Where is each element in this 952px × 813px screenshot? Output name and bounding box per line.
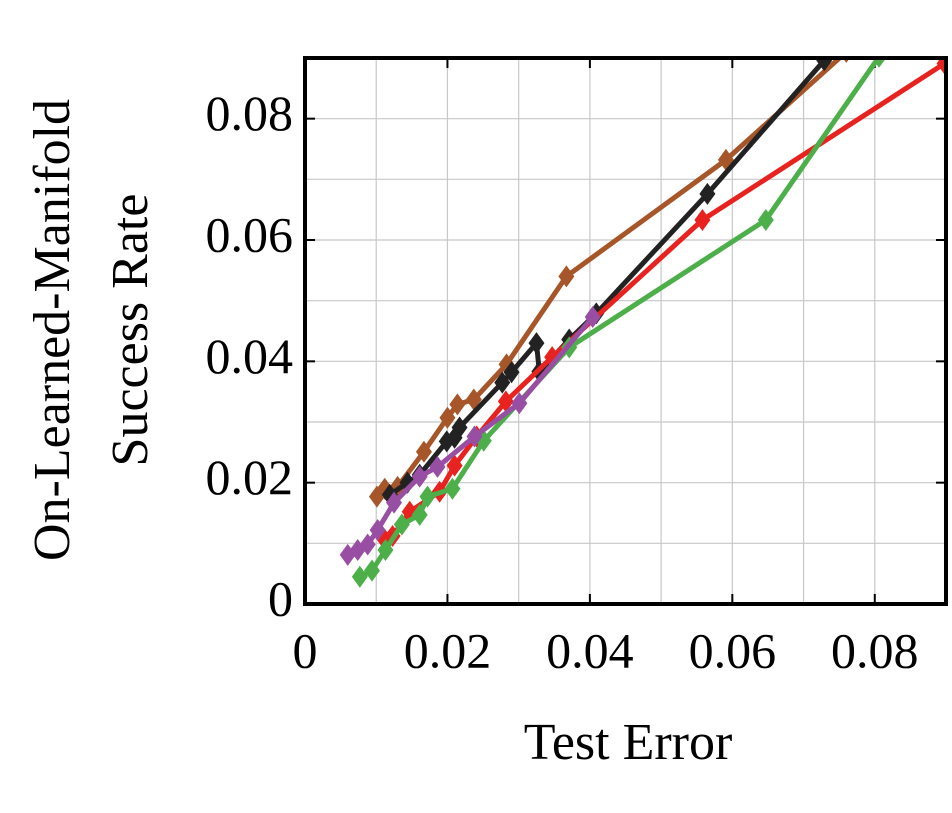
marker bbox=[451, 416, 468, 439]
x-tick-label: 0 bbox=[293, 622, 318, 678]
labels: Test Error On-Learned-Manifold Success R… bbox=[24, 85, 919, 771]
marker bbox=[419, 485, 436, 508]
x-tick-label: 0.04 bbox=[546, 622, 634, 678]
plot-frame bbox=[303, 56, 948, 606]
marker bbox=[393, 513, 410, 536]
y-axis-label: Success Rate bbox=[102, 194, 159, 467]
marker bbox=[757, 208, 774, 231]
x-tick-label: 0.02 bbox=[404, 622, 492, 678]
marker bbox=[497, 390, 514, 413]
x-tick-label: 0.08 bbox=[831, 622, 919, 678]
marker bbox=[363, 559, 380, 582]
marker bbox=[699, 182, 716, 205]
y-tick-label: 0.08 bbox=[206, 85, 294, 141]
marker bbox=[528, 332, 545, 355]
marker bbox=[386, 491, 403, 514]
marker bbox=[369, 518, 386, 541]
y-tick-label: 0.06 bbox=[206, 206, 294, 262]
marker bbox=[429, 455, 446, 478]
x-axis-label: Test Error bbox=[524, 714, 733, 771]
marker bbox=[411, 465, 428, 488]
y-tick-label: 0.02 bbox=[206, 449, 294, 505]
marker bbox=[871, 58, 887, 68]
marker bbox=[449, 393, 466, 416]
marker bbox=[816, 58, 833, 72]
marker bbox=[503, 361, 520, 384]
y-tick-label: 0.04 bbox=[206, 328, 294, 384]
marker bbox=[831, 32, 847, 54]
marker bbox=[446, 454, 463, 477]
marker bbox=[466, 425, 483, 448]
marker bbox=[415, 440, 432, 463]
marker bbox=[359, 533, 376, 556]
y-axis-label: On-Learned-Manifold bbox=[24, 99, 81, 561]
marker bbox=[558, 265, 575, 288]
marker bbox=[377, 539, 394, 562]
x-tick-label: 0.06 bbox=[689, 622, 777, 678]
y-tick-label: 0 bbox=[268, 570, 293, 626]
marker bbox=[439, 406, 456, 429]
marker bbox=[401, 500, 418, 523]
marker bbox=[444, 477, 461, 500]
marker bbox=[694, 208, 711, 231]
marker bbox=[351, 565, 368, 588]
marker bbox=[584, 306, 601, 329]
plot-area bbox=[339, 32, 947, 588]
marker bbox=[494, 371, 511, 394]
marker bbox=[411, 503, 428, 526]
marker bbox=[511, 392, 528, 415]
